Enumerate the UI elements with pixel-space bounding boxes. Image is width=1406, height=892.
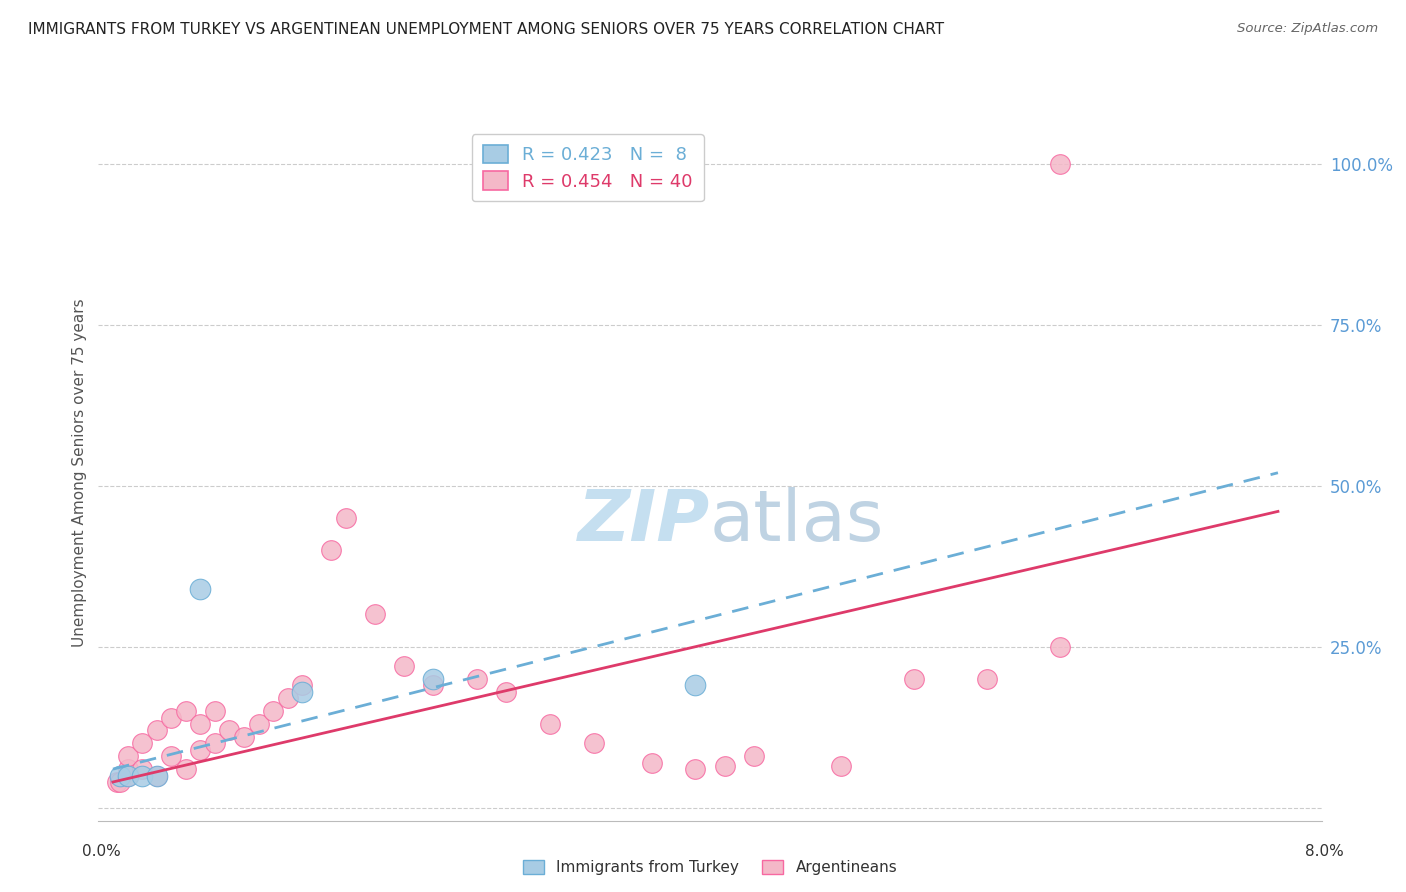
Argentineans — [204, 736, 226, 750]
Argentineans — [218, 723, 240, 738]
Argentineans — [713, 759, 735, 773]
Argentineans — [145, 723, 167, 738]
Immigrants from Turkey — [685, 678, 707, 692]
Argentineans — [247, 717, 270, 731]
Argentineans — [277, 691, 299, 706]
Argentineans — [204, 704, 226, 718]
Argentineans — [903, 672, 925, 686]
Argentineans — [321, 543, 343, 558]
Text: IMMIGRANTS FROM TURKEY VS ARGENTINEAN UNEMPLOYMENT AMONG SENIORS OVER 75 YEARS C: IMMIGRANTS FROM TURKEY VS ARGENTINEAN UN… — [28, 22, 945, 37]
Text: Source: ZipAtlas.com: Source: ZipAtlas.com — [1237, 22, 1378, 36]
Legend: Immigrants from Turkey, Argentineans: Immigrants from Turkey, Argentineans — [515, 852, 905, 882]
Argentineans — [105, 775, 128, 789]
Immigrants from Turkey — [117, 768, 139, 782]
Argentineans — [1049, 640, 1071, 654]
Argentineans — [160, 749, 183, 764]
Argentineans — [145, 768, 167, 782]
Argentineans — [131, 736, 153, 750]
Argentineans — [188, 717, 211, 731]
Argentineans — [1049, 156, 1071, 170]
Text: atlas: atlas — [710, 487, 884, 556]
Argentineans — [262, 704, 284, 718]
Argentineans — [641, 756, 664, 770]
Immigrants from Turkey — [110, 768, 132, 782]
Text: 8.0%: 8.0% — [1305, 845, 1344, 859]
Text: 0.0%: 0.0% — [82, 845, 121, 859]
Argentineans — [392, 659, 416, 673]
Immigrants from Turkey — [422, 672, 444, 686]
Immigrants from Turkey — [188, 582, 211, 596]
Argentineans — [422, 678, 444, 692]
Argentineans — [188, 743, 211, 757]
Text: ZIP: ZIP — [578, 487, 710, 556]
Argentineans — [582, 736, 605, 750]
Argentineans — [117, 762, 139, 776]
Argentineans — [538, 717, 561, 731]
Argentineans — [110, 775, 132, 789]
Argentineans — [117, 768, 139, 782]
Argentineans — [174, 704, 197, 718]
Argentineans — [117, 749, 139, 764]
Immigrants from Turkey — [291, 685, 314, 699]
Argentineans — [335, 511, 357, 525]
Argentineans — [830, 759, 852, 773]
Argentineans — [495, 685, 517, 699]
Argentineans — [742, 749, 765, 764]
Argentineans — [976, 672, 998, 686]
Y-axis label: Unemployment Among Seniors over 75 years: Unemployment Among Seniors over 75 years — [72, 299, 87, 647]
Argentineans — [465, 672, 488, 686]
Immigrants from Turkey — [145, 768, 167, 782]
Argentineans — [291, 678, 314, 692]
Argentineans — [233, 730, 256, 744]
Argentineans — [131, 762, 153, 776]
Argentineans — [160, 710, 183, 724]
Argentineans — [174, 762, 197, 776]
Argentineans — [364, 607, 387, 622]
Immigrants from Turkey — [131, 768, 153, 782]
Argentineans — [685, 762, 707, 776]
